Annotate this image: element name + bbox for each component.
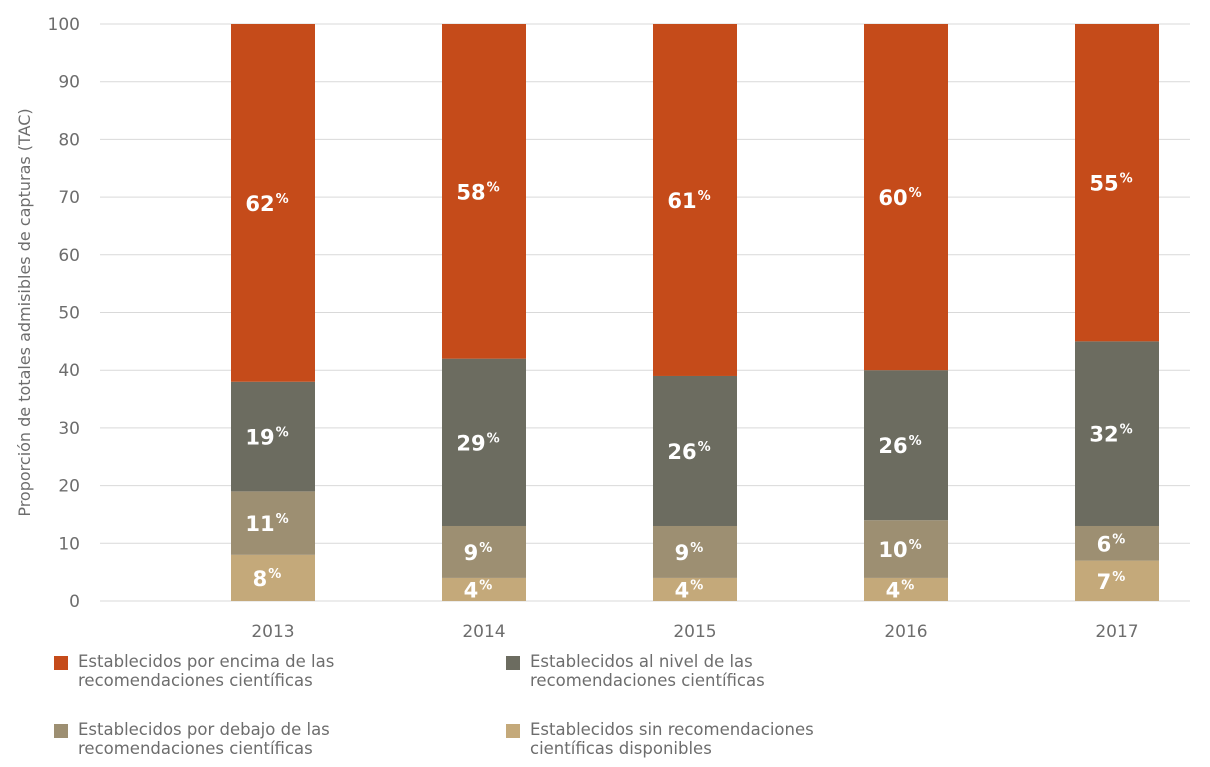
y-tick-label: 10 bbox=[58, 534, 80, 554]
bar-segment-debajo-2015 bbox=[653, 525, 737, 578]
legend-swatch bbox=[54, 724, 68, 738]
data-label: 32% bbox=[1089, 423, 1132, 447]
bar-segment-encima-2013 bbox=[231, 24, 315, 382]
legend-label-line: recomendaciones científicas bbox=[78, 671, 313, 690]
data-label: 55% bbox=[1089, 172, 1132, 196]
data-label: 8% bbox=[253, 567, 282, 591]
y-axis: 0 10 20 30 40 50 60 70 80 90 100 bbox=[48, 15, 80, 612]
legend-label-line: Establecidos por debajo de las bbox=[78, 720, 330, 739]
y-tick-label: 70 bbox=[58, 188, 80, 208]
y-tick-label: 40 bbox=[58, 361, 80, 381]
data-label: 60% bbox=[878, 186, 921, 210]
data-label: 4% bbox=[675, 578, 704, 602]
x-axis: 2013 2014 2015 2016 2017 bbox=[251, 622, 1138, 642]
legend-item-nivel: Establecidos al nivel de las recomendacio… bbox=[506, 652, 765, 690]
legend-item-sin: Establecidos sin recomendaciones científi… bbox=[506, 720, 814, 758]
legend-label: Establecidos por debajo de las recomendac… bbox=[78, 720, 330, 758]
x-tick-label: 2014 bbox=[462, 622, 505, 642]
bar-segment-sin-2015 bbox=[653, 577, 737, 601]
legend-item-encima: Establecidos por encima de las recomendac… bbox=[54, 652, 334, 690]
y-tick-label: 100 bbox=[48, 15, 80, 35]
legend-label-line: Establecidos por encima de las bbox=[78, 652, 335, 671]
legend-swatch bbox=[54, 656, 68, 670]
stacked-bar-chart: 0 10 20 30 40 50 60 70 80 90 100 Proporción de tot… bbox=[15, 15, 1190, 642]
data-label: 19% bbox=[245, 426, 288, 450]
data-label: 7% bbox=[1097, 570, 1126, 594]
y-axis-label: Proporción de totales admisibles de capt… bbox=[15, 108, 34, 516]
bar-segment-debajo-2016 bbox=[864, 520, 948, 578]
bar-segment-sin-2017 bbox=[1075, 560, 1159, 601]
bar-segment-sin-2013 bbox=[231, 554, 315, 601]
y-tick-label: 20 bbox=[58, 477, 80, 497]
bar-segment-nivel-2015 bbox=[653, 375, 737, 526]
bar-segment-debajo-2014 bbox=[442, 525, 526, 578]
bar-segment-nivel-2014 bbox=[442, 358, 526, 526]
data-label: 62% bbox=[245, 192, 288, 216]
bars: 8% 11% 19% 62% 4% 9% 29% 58% 4% 9% 26% 61% 4% 10% 26% 6… bbox=[231, 24, 1159, 602]
y-tick-label: 80 bbox=[58, 130, 80, 150]
bar-segment-sin-2014 bbox=[442, 577, 526, 601]
bar-segment-nivel-2017 bbox=[1075, 341, 1159, 526]
legend-label-line: científicas disponibles bbox=[530, 739, 712, 758]
legend-label-line: Establecidos sin recomendaciones bbox=[530, 720, 814, 739]
bar-segment-sin-2016 bbox=[864, 577, 948, 601]
y-tick-label: 90 bbox=[58, 73, 80, 93]
data-label: 61% bbox=[667, 189, 710, 213]
data-label: 4% bbox=[886, 578, 915, 602]
bar-segment-debajo-2017 bbox=[1075, 525, 1159, 561]
x-tick-label: 2017 bbox=[1095, 622, 1138, 642]
data-label: 10% bbox=[878, 538, 921, 562]
legend-label: Establecidos sin recomendaciones científi… bbox=[530, 720, 814, 758]
legend: Establecidos por encima de las recomendac… bbox=[54, 652, 1014, 764]
data-label: 9% bbox=[675, 541, 704, 565]
data-label: 26% bbox=[878, 434, 921, 458]
data-label: 4% bbox=[464, 578, 493, 602]
y-tick-label: 60 bbox=[58, 246, 80, 266]
y-tick-label: 50 bbox=[58, 304, 80, 324]
bar-segment-encima-2015 bbox=[653, 24, 737, 376]
legend-label-line: recomendaciones científicas bbox=[78, 739, 313, 758]
bar-segment-encima-2014 bbox=[442, 24, 526, 359]
bar-segment-encima-2017 bbox=[1075, 24, 1159, 342]
legend-item-debajo: Establecidos por debajo de las recomendac… bbox=[54, 720, 330, 758]
x-tick-label: 2013 bbox=[251, 622, 294, 642]
x-tick-label: 2015 bbox=[673, 622, 716, 642]
data-label: 6% bbox=[1097, 532, 1126, 556]
data-label: 9% bbox=[464, 541, 493, 565]
data-label: 29% bbox=[456, 431, 499, 455]
bar-segment-debajo-2013 bbox=[231, 491, 315, 555]
legend-label: Establecidos por encima de las recomendac… bbox=[78, 652, 334, 690]
legend-label-line: Establecidos al nivel de las bbox=[530, 652, 753, 671]
data-label: 26% bbox=[667, 440, 710, 464]
bar-segment-encima-2016 bbox=[864, 24, 948, 371]
data-label: 58% bbox=[456, 180, 499, 204]
bar-segment-nivel-2016 bbox=[864, 370, 948, 521]
y-tick-label: 30 bbox=[58, 419, 80, 439]
legend-label-line: recomendaciones científicas bbox=[530, 671, 765, 690]
legend-swatch bbox=[506, 656, 520, 670]
data-label: 11% bbox=[245, 512, 288, 536]
bar-segment-nivel-2013 bbox=[231, 381, 315, 492]
legend-swatch bbox=[506, 724, 520, 738]
legend-label: Establecidos al nivel de las recomendacio… bbox=[530, 652, 765, 690]
x-tick-label: 2016 bbox=[884, 622, 927, 642]
y-tick-label: 0 bbox=[69, 592, 80, 612]
